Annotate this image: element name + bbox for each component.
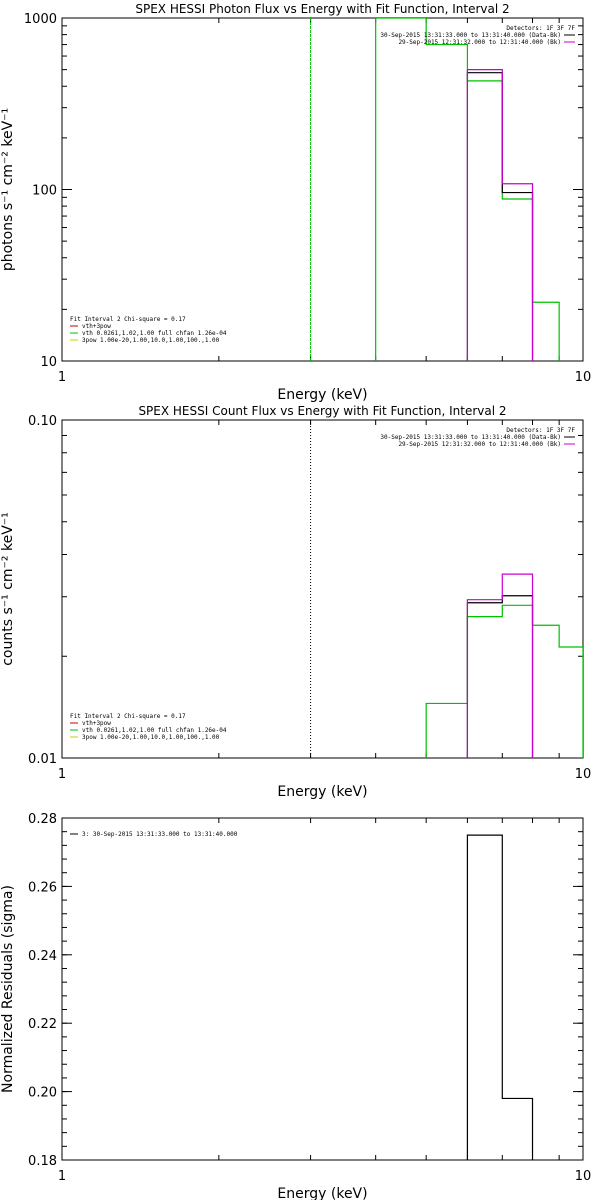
plot-frame <box>61 419 584 759</box>
y-tick-label: 0.22 <box>28 1017 57 1032</box>
x-axis-label: Energy (keV) <box>277 784 367 800</box>
interval-label: 30-Sep-2015 13:31:33.000 to 13:31:40.000… <box>380 434 561 441</box>
x-axis-label: Energy (keV) <box>277 1186 367 1200</box>
series-line-2 <box>466 72 534 361</box>
series-line-1 <box>425 604 583 758</box>
x-tick-label: 1 <box>58 767 66 782</box>
y-tick-label: 1000 <box>24 12 57 27</box>
data-layer <box>310 420 583 758</box>
legend-entry: 3pow 1.00e-20,1.00,10.0,1.00,100.,1.00 <box>82 337 220 344</box>
series-line-3 <box>466 69 534 361</box>
interval-label: 29-Sep-2015 12:31:32.000 to 12:31:40.000… <box>398 39 561 46</box>
plot-frame <box>61 817 584 1161</box>
legend-entry: 3: 30-Sep-2015 13:31:33.000 to 13:31:40.… <box>82 831 238 838</box>
legend-entry: vth+3pow <box>82 720 111 727</box>
chart-title: SPEX HESSI Count Flux vs Energy with Fit… <box>138 404 506 418</box>
interval-label: 29-Sep-2015 12:31:32.000 to 12:31:40.000… <box>398 441 561 448</box>
y-tick-label: 0.18 <box>28 1154 57 1169</box>
y-tick-label: 0.01 <box>28 752 57 767</box>
y-axis-label: Normalized Residuals (sigma) <box>0 885 16 1093</box>
chart-title: SPEX HESSI Photon Flux vs Energy with Fi… <box>135 2 509 16</box>
chart-panel-3: 1 10 0.18 0.20 0.22 0.24 0.26 0.28 Energy (keV) N… <box>0 812 591 1200</box>
detectors-label: Detectors: 1F 3F 7F <box>506 25 575 32</box>
legend-entry: vth 0.0261,1.02,1.00 full chfan 1.26e-04 <box>82 727 227 734</box>
y-tick-label: 0.26 <box>28 880 57 895</box>
data-layer <box>466 834 534 1160</box>
y-axis-label: counts s⁻¹ cm⁻² keV⁻¹ <box>0 512 16 666</box>
series-line-1 <box>466 834 534 1160</box>
y-axis-label: photons s⁻¹ cm⁻² keV⁻¹ <box>0 108 16 271</box>
x-tick-label: 10 <box>575 1169 592 1184</box>
x-tick-label: 10 <box>575 767 592 782</box>
legend-entry: 3pow 1.00e-20,1.00,10.0,1.00,100.,1.00 <box>82 734 220 741</box>
interval-label: 30-Sep-2015 13:31:33.000 to 13:31:40.000… <box>380 32 561 39</box>
series-line-1 <box>375 18 560 361</box>
legend-header: Fit Interval 2 Chi-square = 0.17 <box>70 316 186 323</box>
x-tick-label: 1 <box>58 1169 66 1184</box>
y-tick-label: 0.24 <box>28 949 57 964</box>
y-tick-label: 100 <box>32 184 57 199</box>
data-layer <box>310 18 560 361</box>
x-tick-label: 10 <box>575 370 592 385</box>
x-tick-label: 1 <box>58 370 66 385</box>
detectors-label: Detectors: 1F 3F 7F <box>506 427 575 434</box>
series-line-3 <box>466 573 534 758</box>
legend-header: Fit Interval 2 Chi-square = 0.17 <box>70 713 186 720</box>
x-axis-label: Energy (keV) <box>277 387 367 403</box>
legend-entry: vth 0.0261,1.02,1.00 full chfan 1.26e-04 <box>82 330 227 337</box>
chart-panel-2: 1 10 0.01 0.10 SPEX HESSI Count Flux vs Ener… <box>0 404 591 800</box>
plot-frame <box>61 17 584 362</box>
y-tick-label: 0.20 <box>28 1086 57 1101</box>
legend-entry: vth+3pow <box>82 323 111 330</box>
y-tick-label: 0.28 <box>28 812 57 827</box>
series-line-2 <box>466 595 534 758</box>
y-tick-label: 0.10 <box>28 414 57 429</box>
y-tick-label: 10 <box>40 355 57 370</box>
